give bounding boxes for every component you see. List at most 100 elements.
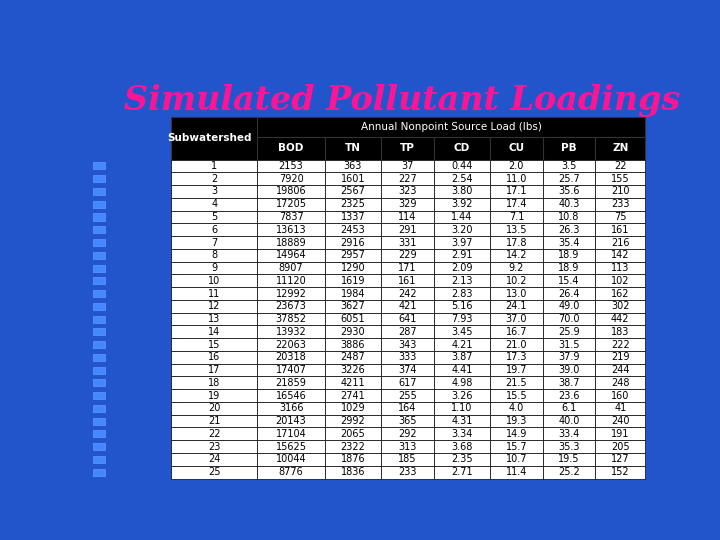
Text: 7837: 7837 — [279, 212, 303, 222]
Text: 16.7: 16.7 — [505, 327, 527, 337]
Text: 4.31: 4.31 — [451, 416, 472, 426]
Bar — [381, 236, 433, 249]
Text: 7.1: 7.1 — [509, 212, 524, 222]
Text: 49.0: 49.0 — [558, 301, 580, 311]
Bar — [93, 328, 105, 335]
Bar — [171, 262, 258, 274]
Bar — [543, 274, 595, 287]
Text: 11: 11 — [208, 288, 220, 299]
Bar — [93, 226, 105, 233]
Text: 5: 5 — [211, 212, 217, 222]
Bar — [325, 466, 381, 478]
Bar — [381, 172, 433, 185]
Text: 302: 302 — [611, 301, 629, 311]
Text: 3.68: 3.68 — [451, 442, 472, 451]
Bar — [325, 376, 381, 389]
Text: 292: 292 — [398, 429, 417, 439]
Text: 6051: 6051 — [341, 314, 365, 324]
Bar — [595, 364, 645, 376]
Bar — [433, 402, 490, 415]
Text: TP: TP — [400, 143, 415, 153]
Text: 185: 185 — [398, 454, 417, 464]
Bar — [543, 326, 595, 338]
Bar — [381, 185, 433, 198]
Text: 31.5: 31.5 — [558, 340, 580, 349]
Text: TN: TN — [345, 143, 361, 153]
Bar — [325, 389, 381, 402]
Bar — [325, 249, 381, 262]
Text: 113: 113 — [611, 263, 629, 273]
Bar — [325, 453, 381, 466]
Text: PB: PB — [561, 143, 577, 153]
Text: 2153: 2153 — [279, 161, 303, 171]
Bar — [543, 198, 595, 211]
Bar — [171, 185, 258, 198]
Text: 17.1: 17.1 — [505, 186, 527, 197]
Text: 11.4: 11.4 — [505, 467, 527, 477]
Text: 20143: 20143 — [276, 416, 307, 426]
Text: 219: 219 — [611, 352, 629, 362]
Bar — [325, 274, 381, 287]
Bar — [433, 466, 490, 478]
Bar — [595, 249, 645, 262]
Text: 15625: 15625 — [276, 442, 307, 451]
Bar — [93, 290, 105, 297]
Text: 35.3: 35.3 — [558, 442, 580, 451]
Bar — [543, 376, 595, 389]
Text: 365: 365 — [398, 416, 417, 426]
Text: 8776: 8776 — [279, 467, 303, 477]
Bar — [595, 224, 645, 236]
Text: 15: 15 — [208, 340, 220, 349]
Bar — [543, 160, 595, 172]
Bar — [93, 367, 105, 374]
Text: 18: 18 — [208, 378, 220, 388]
Bar — [433, 440, 490, 453]
Bar — [93, 201, 105, 208]
Bar — [325, 428, 381, 440]
Text: 19.3: 19.3 — [505, 416, 527, 426]
Bar — [258, 300, 325, 313]
Bar — [595, 172, 645, 185]
Text: 4: 4 — [211, 199, 217, 210]
Text: 3.45: 3.45 — [451, 327, 472, 337]
Bar — [171, 274, 258, 287]
Text: 37.9: 37.9 — [558, 352, 580, 362]
Bar — [258, 185, 325, 198]
Bar — [258, 117, 645, 137]
Bar — [381, 453, 433, 466]
Bar — [325, 236, 381, 249]
Text: 291: 291 — [398, 225, 417, 235]
Text: 3.80: 3.80 — [451, 186, 472, 197]
Bar — [325, 287, 381, 300]
Text: 2567: 2567 — [341, 186, 365, 197]
Bar — [433, 274, 490, 287]
Bar — [171, 415, 258, 428]
Text: 3.26: 3.26 — [451, 390, 472, 401]
Bar — [171, 300, 258, 313]
Bar — [543, 389, 595, 402]
Bar — [171, 236, 258, 249]
Text: 17104: 17104 — [276, 429, 307, 439]
Bar — [543, 300, 595, 313]
Text: 15.4: 15.4 — [558, 276, 580, 286]
Text: 13.5: 13.5 — [505, 225, 527, 235]
Text: 2.91: 2.91 — [451, 250, 472, 260]
Bar — [325, 351, 381, 364]
Bar — [381, 402, 433, 415]
Bar — [543, 402, 595, 415]
Text: 3.20: 3.20 — [451, 225, 472, 235]
Text: 40.3: 40.3 — [558, 199, 580, 210]
Bar — [171, 198, 258, 211]
Text: 127: 127 — [611, 454, 629, 464]
Text: 1876: 1876 — [341, 454, 365, 464]
Bar — [433, 287, 490, 300]
Text: 1029: 1029 — [341, 403, 365, 413]
Bar — [543, 428, 595, 440]
Bar — [381, 376, 433, 389]
Text: 12992: 12992 — [276, 288, 307, 299]
Text: 363: 363 — [343, 161, 362, 171]
Text: 35.4: 35.4 — [558, 238, 580, 247]
Text: 2957: 2957 — [341, 250, 365, 260]
Bar — [433, 172, 490, 185]
Text: 3886: 3886 — [341, 340, 365, 349]
